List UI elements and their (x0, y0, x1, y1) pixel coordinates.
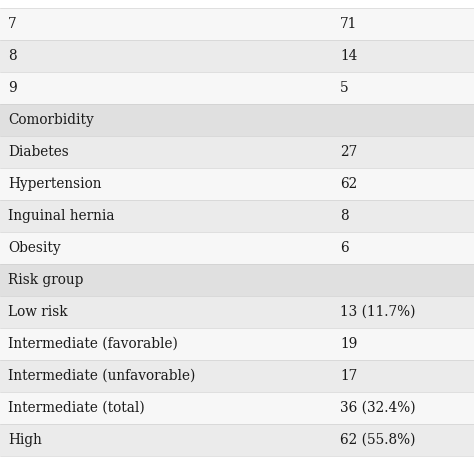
Bar (0, 360, 474, 392)
Bar (0, 72, 474, 104)
Text: 71: 71 (340, 17, 357, 31)
Text: Risk group: Risk group (8, 273, 83, 287)
Text: 7: 7 (8, 17, 17, 31)
Bar (0, 264, 474, 296)
Text: 5: 5 (340, 81, 348, 95)
Bar (0, 136, 474, 168)
Text: 62 (55.8%): 62 (55.8%) (340, 433, 416, 447)
Text: Hypertension: Hypertension (8, 177, 101, 191)
Text: 19: 19 (340, 337, 357, 351)
Text: 36 (32.4%): 36 (32.4%) (340, 401, 416, 415)
Text: Inguinal hernia: Inguinal hernia (8, 209, 115, 223)
Text: 17: 17 (340, 369, 357, 383)
Text: 8: 8 (8, 49, 17, 63)
Text: 6: 6 (340, 241, 348, 255)
Bar (0, 328, 474, 360)
Bar (0, 424, 474, 456)
Bar (0, 8, 474, 40)
Text: 8: 8 (340, 209, 348, 223)
Bar (0, 104, 474, 136)
Text: 62: 62 (340, 177, 357, 191)
Bar (0, 168, 474, 200)
Text: Low risk: Low risk (8, 305, 68, 319)
Text: 27: 27 (340, 145, 357, 159)
Text: Intermediate (total): Intermediate (total) (8, 401, 145, 415)
Text: Comorbidity: Comorbidity (8, 113, 94, 127)
Bar (0, 200, 474, 232)
Bar (0, 40, 474, 72)
Text: Obesity: Obesity (8, 241, 61, 255)
Text: 13 (11.7%): 13 (11.7%) (340, 305, 416, 319)
Text: Intermediate (unfavorable): Intermediate (unfavorable) (8, 369, 195, 383)
Text: 9: 9 (8, 81, 17, 95)
Bar (0, 392, 474, 424)
Bar (0, 296, 474, 328)
Text: High: High (8, 433, 42, 447)
Text: Diabetes: Diabetes (8, 145, 69, 159)
Text: Intermediate (favorable): Intermediate (favorable) (8, 337, 178, 351)
Text: 14: 14 (340, 49, 357, 63)
Bar (0, 232, 474, 264)
